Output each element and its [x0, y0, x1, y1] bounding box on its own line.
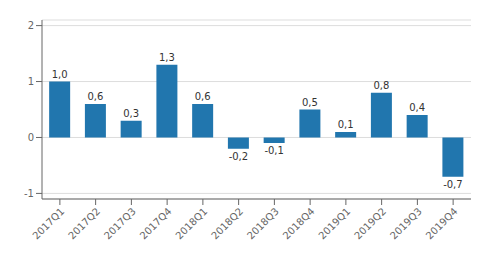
svg-text:2017Q2: 2017Q2 — [66, 206, 102, 242]
svg-text:1,3: 1,3 — [159, 52, 175, 63]
svg-text:2017Q1: 2017Q1 — [30, 206, 66, 242]
svg-text:1: 1 — [28, 76, 34, 87]
svg-text:0,8: 0,8 — [373, 80, 389, 91]
svg-text:2019Q2: 2019Q2 — [352, 206, 388, 242]
svg-text:2: 2 — [28, 20, 34, 31]
svg-text:2018Q4: 2018Q4 — [281, 206, 317, 242]
svg-text:-0,1: -0,1 — [264, 145, 284, 156]
svg-text:0,5: 0,5 — [302, 97, 318, 108]
svg-text:2018Q2: 2018Q2 — [209, 206, 245, 242]
svg-text:0,3: 0,3 — [123, 108, 139, 119]
svg-text:1,0: 1,0 — [52, 69, 68, 80]
svg-text:0,1: 0,1 — [338, 119, 354, 130]
svg-text:-0,7: -0,7 — [443, 179, 463, 190]
svg-text:2018Q1: 2018Q1 — [173, 206, 209, 242]
svg-text:0,6: 0,6 — [195, 91, 211, 102]
svg-text:-1: -1 — [24, 188, 34, 199]
svg-text:0,4: 0,4 — [409, 102, 425, 113]
svg-text:0,6: 0,6 — [87, 91, 103, 102]
svg-text:2019Q3: 2019Q3 — [388, 206, 424, 242]
svg-text:2019Q4: 2019Q4 — [424, 206, 460, 242]
svg-text:0: 0 — [28, 132, 34, 143]
svg-text:2017Q3: 2017Q3 — [102, 206, 138, 242]
svg-text:2017Q4: 2017Q4 — [138, 206, 174, 242]
svg-text:2018Q3: 2018Q3 — [245, 206, 281, 242]
svg-text:-0,2: -0,2 — [229, 151, 249, 162]
svg-text:2019Q1: 2019Q1 — [316, 206, 352, 242]
